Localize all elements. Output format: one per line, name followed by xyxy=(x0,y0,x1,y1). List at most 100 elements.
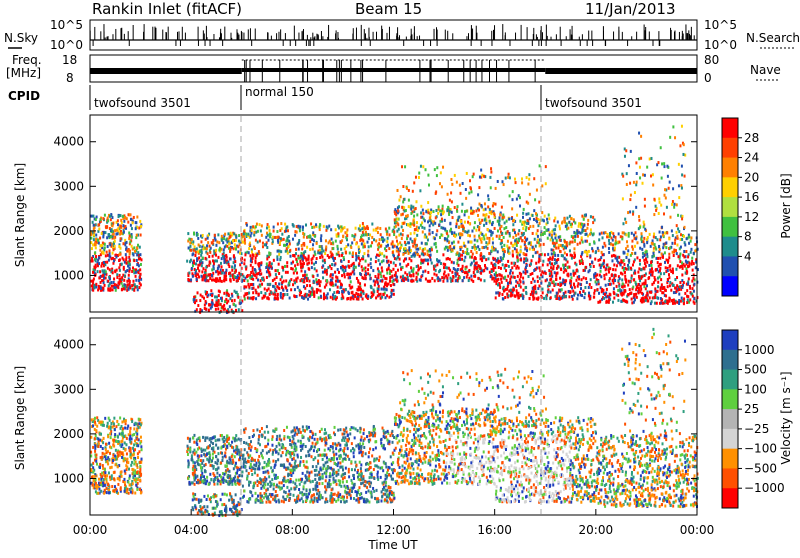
power-echo xyxy=(673,206,675,209)
power-echo xyxy=(583,224,585,227)
power-echo xyxy=(123,220,125,223)
power-echo xyxy=(459,232,461,235)
power-echo xyxy=(219,247,221,250)
power-echo xyxy=(679,253,681,256)
power-echo xyxy=(101,279,103,282)
power-echo xyxy=(677,227,679,230)
power-echo xyxy=(441,218,443,221)
power-echo xyxy=(313,290,315,293)
power-echo xyxy=(683,302,685,305)
power-echo xyxy=(478,186,480,189)
power-echo xyxy=(679,144,681,147)
power-echo xyxy=(612,244,614,247)
power-echo xyxy=(266,276,268,279)
power-echo xyxy=(458,216,460,219)
power-echo xyxy=(314,267,316,270)
power-echo xyxy=(588,286,590,289)
power-echo xyxy=(504,276,506,279)
power-echo xyxy=(370,262,372,265)
power-echo xyxy=(665,246,667,249)
power-echo xyxy=(586,251,588,254)
power-echo xyxy=(514,276,516,279)
power-echo xyxy=(572,236,574,239)
power-echo xyxy=(611,255,613,258)
power-echo xyxy=(358,286,360,289)
power-echo xyxy=(582,262,584,265)
power-echo xyxy=(281,281,283,284)
power-echo xyxy=(136,215,138,218)
power-echo xyxy=(408,205,410,208)
power-echo xyxy=(654,296,656,299)
power-echo xyxy=(665,196,667,199)
power-echo xyxy=(639,166,641,169)
power-echo xyxy=(666,231,668,234)
power-echo xyxy=(644,262,646,265)
power-echo xyxy=(657,161,659,164)
power-echo xyxy=(660,278,662,281)
power-echo xyxy=(660,146,662,149)
power-echo xyxy=(197,237,199,240)
power-echo xyxy=(103,277,105,280)
power-echo xyxy=(446,276,448,279)
power-echo xyxy=(104,246,106,249)
power-echo xyxy=(420,275,422,278)
power-echo xyxy=(523,232,525,235)
power-echo xyxy=(654,278,656,281)
power-echo xyxy=(340,283,342,286)
power-echo xyxy=(516,265,518,268)
power-colorbar-label: 20 xyxy=(744,170,759,184)
power-echo xyxy=(492,266,494,269)
power-echo xyxy=(126,241,128,244)
power-echo xyxy=(119,214,121,217)
power-echo xyxy=(477,264,479,267)
power-echo xyxy=(103,261,105,264)
power-echo xyxy=(381,280,383,283)
power-echo xyxy=(275,273,277,276)
power-echo xyxy=(680,246,682,249)
power-echo xyxy=(235,309,237,312)
power-echo xyxy=(334,271,336,274)
power-echo xyxy=(296,231,298,234)
power-echo xyxy=(665,294,667,297)
power-echo xyxy=(195,274,197,277)
power-echo xyxy=(308,294,310,297)
cpid-segment-3: twofsound 3501 xyxy=(545,96,642,110)
power-echo xyxy=(681,173,683,176)
power-echo xyxy=(664,232,666,235)
power-echo xyxy=(249,276,251,279)
power-echo xyxy=(446,232,448,235)
power-echo xyxy=(492,231,494,234)
power-echo xyxy=(424,247,426,250)
power-echo xyxy=(276,285,278,288)
power-echo xyxy=(95,238,97,241)
power-echo xyxy=(374,280,376,283)
velocity-echo xyxy=(119,416,121,419)
power-echo xyxy=(212,302,214,305)
power-echo xyxy=(425,210,427,213)
power-echo xyxy=(421,242,423,245)
power-echo xyxy=(381,252,383,255)
power-echo xyxy=(117,286,119,289)
power-echo xyxy=(373,290,375,293)
power-echo xyxy=(113,277,115,280)
power-echo xyxy=(384,247,386,250)
power-echo xyxy=(267,239,269,242)
power-echo xyxy=(516,289,518,292)
power-echo xyxy=(441,276,443,279)
power-colorbar-swatch xyxy=(722,217,738,237)
power-echo xyxy=(503,286,505,289)
power-echo xyxy=(204,276,206,279)
power-echo xyxy=(128,288,130,291)
power-echo xyxy=(464,230,466,233)
power-echo xyxy=(670,289,672,292)
power-echo xyxy=(212,255,214,258)
power-echo xyxy=(100,287,102,290)
power-echo xyxy=(221,280,223,283)
power-echo xyxy=(397,243,399,246)
power-echo xyxy=(642,173,644,176)
power-echo xyxy=(510,269,512,272)
power-echo xyxy=(434,279,436,282)
power-echo xyxy=(588,294,590,297)
power-echo xyxy=(482,213,484,216)
power-echo xyxy=(276,255,278,258)
